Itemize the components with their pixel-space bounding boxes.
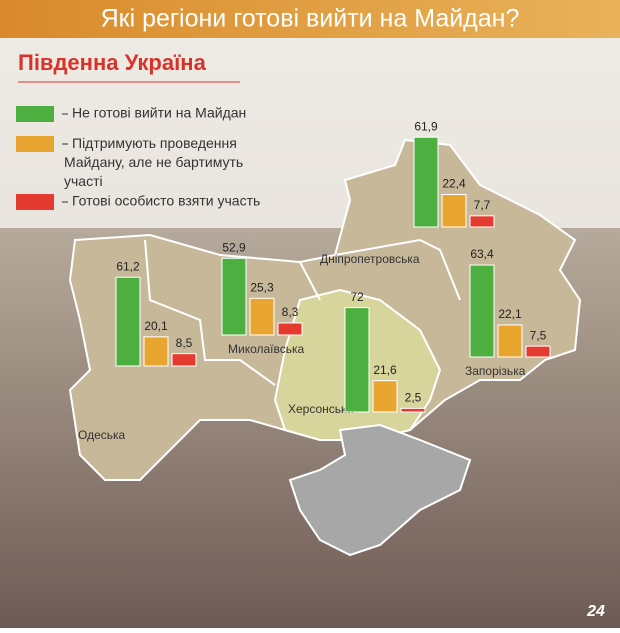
value-label: 61,9 [414,119,438,133]
bar [413,136,439,228]
subtitle: Південна Україна [18,50,207,75]
title-bar [0,0,620,38]
bar [221,257,247,336]
value-label: 20,1 [144,319,168,333]
value-label: 63,4 [470,247,494,261]
bar [115,276,141,367]
bar [372,380,398,413]
value-label: 7,5 [530,328,547,342]
bar [400,407,426,413]
bar [497,324,523,358]
value-label: 8,5 [176,336,193,350]
map-borders [144,239,461,386]
legend-panel [0,38,620,228]
value-label: 21,6 [373,363,397,377]
legend-label: Не готові вийти на Майдан [72,105,246,121]
bar [249,297,275,336]
value-label: 2,5 [405,391,422,405]
value-label: 22,1 [498,307,522,321]
legend-label: Підтримують проведення Майдану, але не ба… [64,135,243,189]
value-label: 72 [350,290,364,304]
bar [344,307,370,413]
bar [171,353,197,367]
title: Які регіони готові вийти на Майдан? [101,5,520,33]
region-label: Херсонська [288,402,354,416]
value-label: 8,3 [282,305,299,319]
value-label: 61,2 [116,259,140,273]
map-crimea [288,423,472,557]
legend-label: Готові особисто взяти участь [72,193,260,209]
legend-swatch [16,194,54,210]
bar [525,345,551,358]
region-label: Дніпропетровська [320,252,420,266]
logo: 24 [586,603,605,620]
value-label: 52,9 [222,240,246,254]
bar [469,264,495,358]
bar [469,215,495,228]
bar [143,336,169,367]
region-label: Миколаївська [228,342,305,356]
value-label: 22,4 [442,177,466,191]
region-label: Запорізька [465,364,526,378]
legend-swatch [16,106,54,122]
value-label: 25,3 [250,280,274,294]
bar [277,322,303,336]
bar [441,194,467,228]
region-label: Одеська [78,428,126,442]
legend-swatch [16,136,54,152]
value-label: 7,7 [474,198,491,212]
